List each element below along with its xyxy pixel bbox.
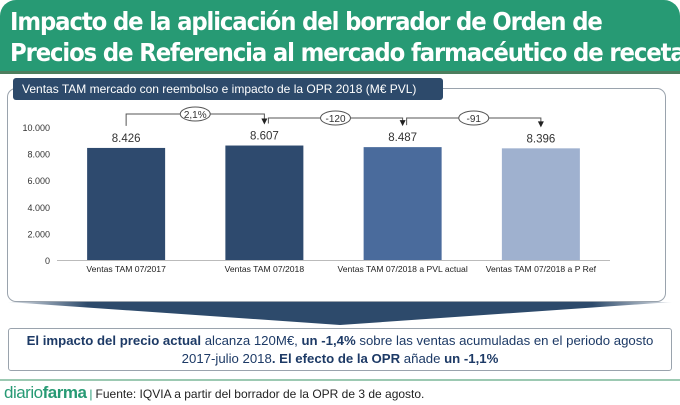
y-axis: 0 2.000 4.000 6.000 8.000 10.000 <box>22 123 610 266</box>
x-tick-label: Ventas TAM 07/2017 <box>86 264 166 274</box>
y-tick-label: 8.000 <box>27 150 50 160</box>
summary-box: El impacto del precio actual alcanza 120… <box>8 328 672 371</box>
summary-text-3: añade <box>400 351 445 366</box>
bar-value-label: 8.396 <box>526 133 555 145</box>
summary-bold-1: El impacto del precio actual <box>26 333 202 348</box>
brand-logo-bold: farma <box>42 383 87 402</box>
annotations: 2,1% -120 -91 <box>125 106 544 128</box>
bar-value-label: 8.426 <box>112 133 141 145</box>
annotation-bubble <box>179 106 211 122</box>
annotation-label: 2,1% <box>184 110 207 121</box>
summary-text-1: alcanza 120M€, <box>201 333 302 348</box>
chart-title: Ventas TAM mercado con reembolso e impac… <box>13 78 443 100</box>
y-tick-label: 6.000 <box>27 176 50 186</box>
y-tick-label: 2.000 <box>27 229 50 239</box>
bars: 8.426 Ventas TAM 07/2017 8.607 Ventas TAM 0… <box>86 131 596 274</box>
x-tick-label: Ventas TAM 07/2018 a PVL actual <box>337 264 467 274</box>
bar <box>363 147 442 260</box>
annotation-bubble <box>320 110 351 126</box>
bar-chart: 0 2.000 4.000 6.000 8.000 10.000 8.426 Ventas … <box>22 106 610 274</box>
y-tick-label: 0 <box>45 256 50 266</box>
bar-value-label: 8.607 <box>250 131 279 143</box>
down-arrow-band <box>8 302 672 325</box>
arrow-head-icon <box>399 120 406 127</box>
summary-bold-3: . El efecto de la OPR <box>271 351 401 366</box>
bar <box>501 148 580 260</box>
page-title: Impacto de la aplicación del borrador de… <box>10 6 680 68</box>
y-tick-label: 10.000 <box>22 123 50 133</box>
bar <box>225 145 304 260</box>
footer-divider <box>0 379 680 381</box>
title-line-2: Precios de Referencia al mercado farmacé… <box>10 38 680 67</box>
summary-bold-4: un -1,1% <box>444 351 499 366</box>
footer: diariofarma | Fuente: IQVIA a partir del b… <box>4 382 424 404</box>
brand-logo-light: diario <box>4 383 43 402</box>
header-banner: Impacto de la aplicación del borrador de… <box>0 0 680 74</box>
y-tick-label: 4.000 <box>27 203 50 213</box>
x-tick-label: Ventas TAM 07/2018 <box>225 264 305 274</box>
footer-separator: | <box>89 387 93 401</box>
source-note: Fuente: IQVIA a partir del borrador de l… <box>95 387 425 401</box>
bar <box>87 147 166 260</box>
annotation-bubble <box>458 110 490 126</box>
arrow-head-icon <box>537 121 544 128</box>
title-line-1: Impacto de la aplicación del borrador de… <box>10 7 603 36</box>
summary-bold-2: un -1,4% <box>301 333 356 348</box>
arrow-head-icon <box>261 118 268 125</box>
annotation-label: -91 <box>467 114 482 125</box>
x-tick-label: Ventas TAM 07/2018 a P Ref <box>486 264 597 274</box>
bar-value-label: 8.487 <box>388 132 417 144</box>
summary-text-2: sobre las ventas acumuladas en el period… <box>181 333 654 366</box>
annotation-label: -120 <box>325 114 345 125</box>
